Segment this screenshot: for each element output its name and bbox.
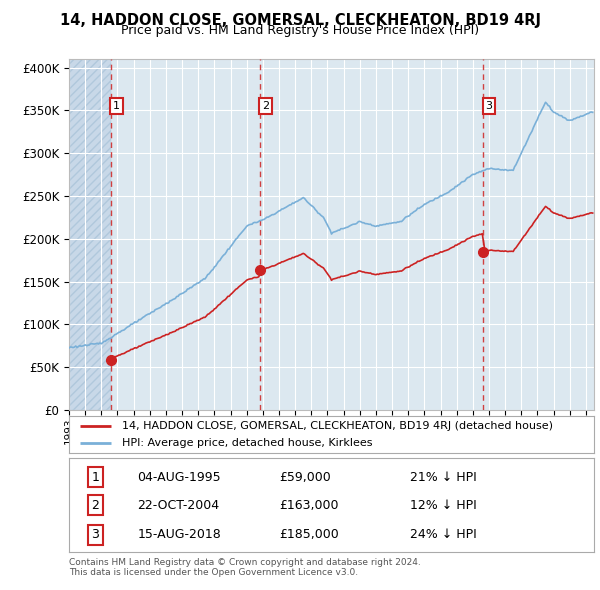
Text: 2: 2 (91, 499, 99, 512)
Text: £163,000: £163,000 (279, 499, 338, 512)
Text: 24% ↓ HPI: 24% ↓ HPI (410, 529, 477, 542)
Text: £59,000: £59,000 (279, 471, 331, 484)
Text: 14, HADDON CLOSE, GOMERSAL, CLECKHEATON, BD19 4RJ (detached house): 14, HADDON CLOSE, GOMERSAL, CLECKHEATON,… (121, 421, 553, 431)
Text: 15-AUG-2018: 15-AUG-2018 (137, 529, 221, 542)
Text: HPI: Average price, detached house, Kirklees: HPI: Average price, detached house, Kirk… (121, 438, 372, 448)
Text: 12% ↓ HPI: 12% ↓ HPI (410, 499, 477, 512)
Text: 1: 1 (113, 101, 120, 111)
Text: 1: 1 (91, 471, 99, 484)
Text: 3: 3 (91, 529, 99, 542)
Text: 04-AUG-1995: 04-AUG-1995 (137, 471, 221, 484)
Text: Price paid vs. HM Land Registry's House Price Index (HPI): Price paid vs. HM Land Registry's House … (121, 24, 479, 37)
Text: 3: 3 (485, 101, 492, 111)
Text: 2: 2 (262, 101, 269, 111)
Text: 21% ↓ HPI: 21% ↓ HPI (410, 471, 477, 484)
Text: £185,000: £185,000 (279, 529, 339, 542)
Text: 14, HADDON CLOSE, GOMERSAL, CLECKHEATON, BD19 4RJ: 14, HADDON CLOSE, GOMERSAL, CLECKHEATON,… (59, 13, 541, 28)
Text: 22-OCT-2004: 22-OCT-2004 (137, 499, 220, 512)
Text: Contains HM Land Registry data © Crown copyright and database right 2024.
This d: Contains HM Land Registry data © Crown c… (69, 558, 421, 577)
